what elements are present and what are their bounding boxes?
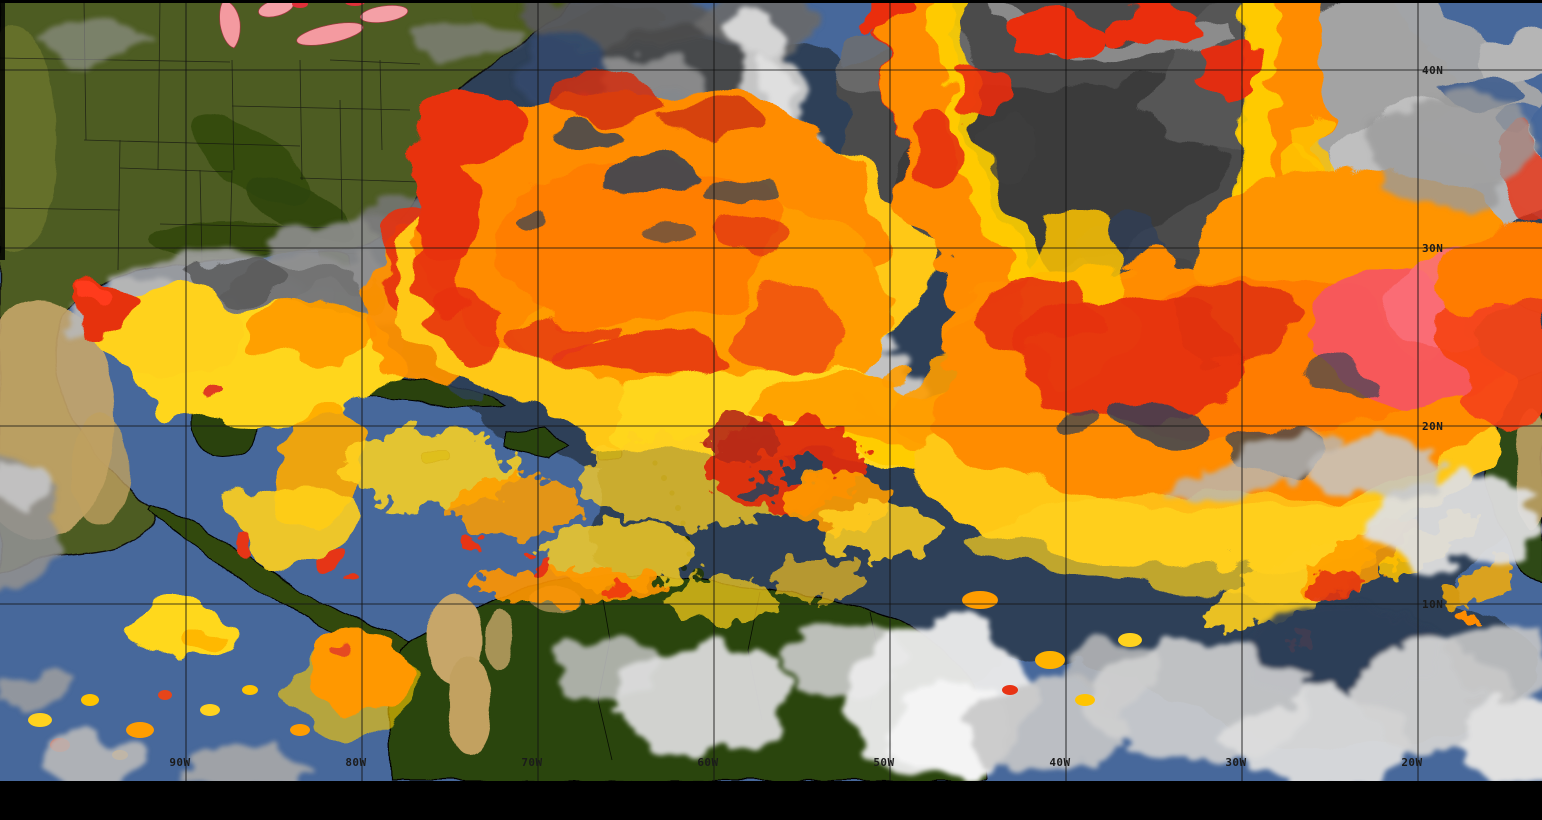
- trinidad: [692, 568, 704, 580]
- longitude-label: 90W: [169, 756, 190, 769]
- longitude-label: 50W: [873, 756, 894, 769]
- latitude-label: 10N: [1422, 598, 1443, 611]
- map-left-border: [0, 0, 5, 260]
- latitude-label: 20N: [1422, 420, 1443, 433]
- latitude-label: 30N: [1422, 242, 1443, 255]
- sal-caribbean-speckle: [345, 415, 940, 622]
- longitude-label: 20W: [1401, 756, 1422, 769]
- sal-pacific-blobs: [127, 601, 410, 735]
- satellite-map: 90W 80W 70W 60W 50W 40W 30W 20W 40N 30N 20N 10N: [0, 0, 1542, 781]
- longitude-label: 70W: [521, 756, 542, 769]
- lake-ontario: [359, 5, 409, 23]
- lake-erie: [296, 22, 364, 46]
- longitude-label: 40W: [1049, 756, 1070, 769]
- hispaniola: [504, 427, 569, 459]
- latlon-grid: 90W 80W 70W 60W 50W 40W 30W 20W 40N 30N 20N 10N: [0, 0, 1542, 781]
- longitude-label: 30W: [1225, 756, 1246, 769]
- lake-michigan: [219, 0, 241, 49]
- great-lakes: [219, 0, 409, 49]
- plains-tint: [0, 25, 57, 255]
- legend-bar-panel: 4 LESS <----- DRY AIR (LOW/MID-LEVEL) AN…: [0, 781, 1542, 820]
- itcz-clouds: [0, 90, 1542, 781]
- longitude-label: 60W: [697, 756, 718, 769]
- latitude-label: 40N: [1422, 64, 1443, 77]
- map-top-border: [0, 0, 1542, 3]
- longitude-label: 80W: [345, 756, 366, 769]
